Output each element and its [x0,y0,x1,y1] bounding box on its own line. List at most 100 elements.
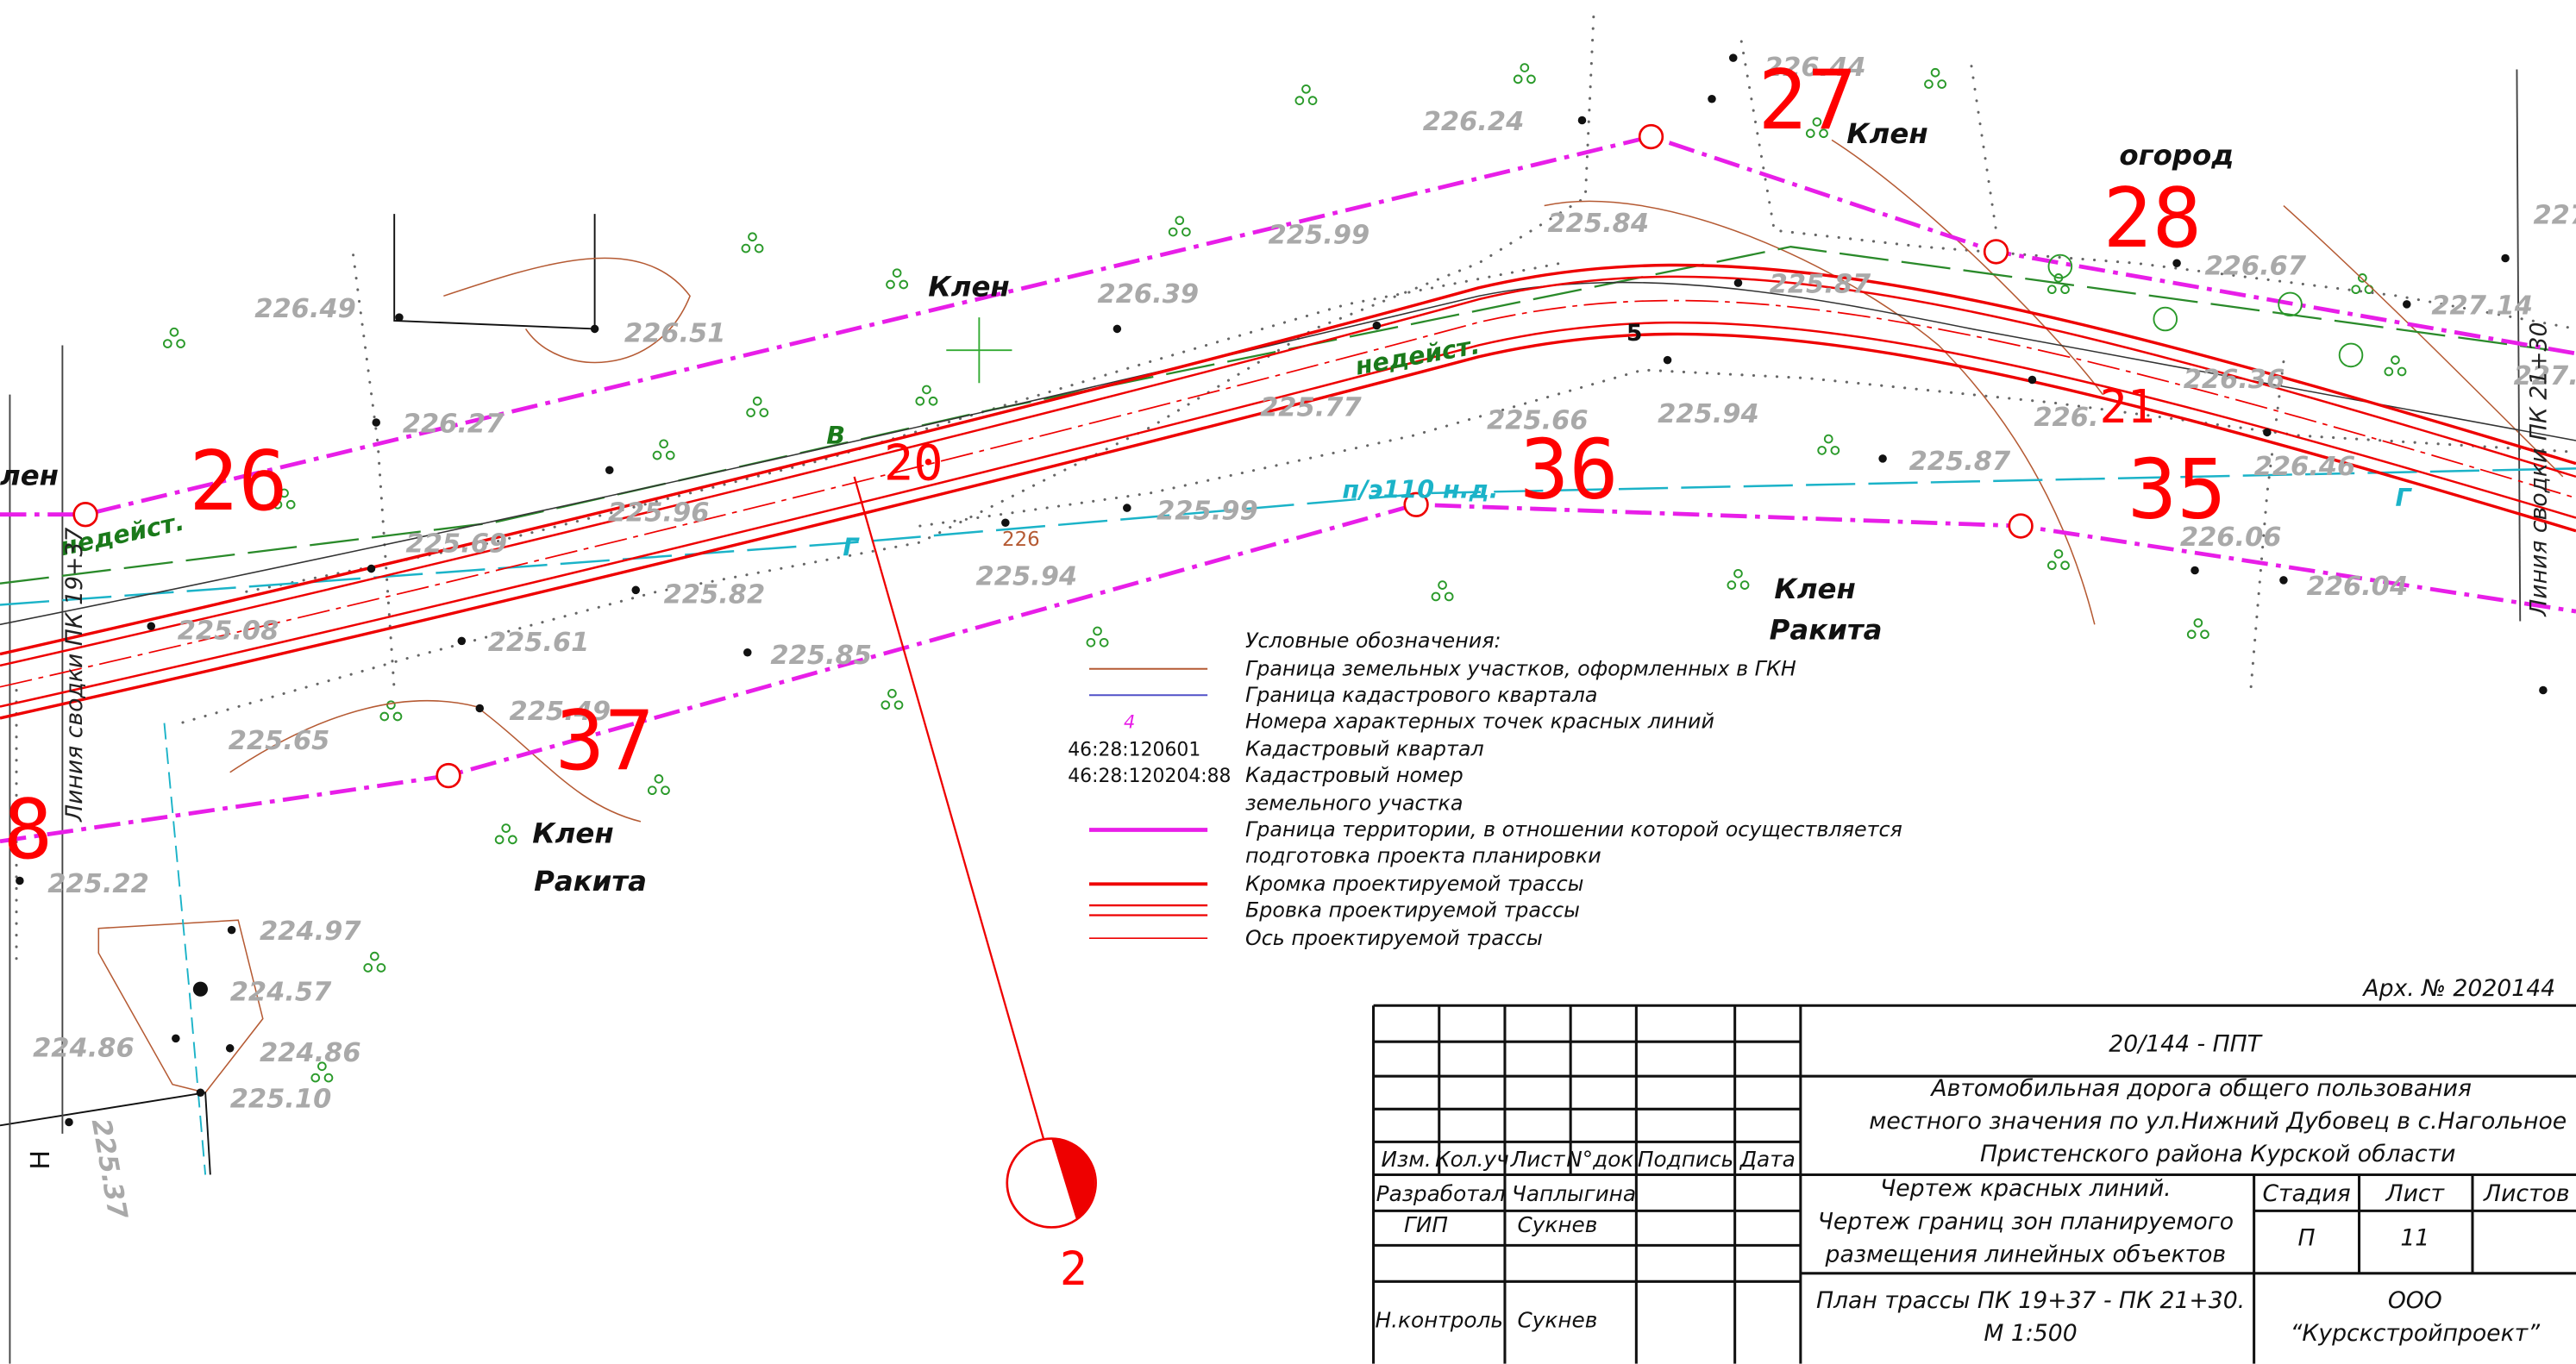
column-header: Изм. [1382,1147,1432,1172]
point-number: 37 [555,694,655,789]
object-name: местного значения по ул.Нижний Дубовец в… [1869,1108,2567,1135]
legend-item: Кромка проектируемой трассы [1245,872,1583,896]
tree-label: огород [2119,139,2234,172]
company: “Курскстройпроект” [2291,1320,2541,1347]
column-header: Дата [1739,1147,1796,1172]
legend-item: Граница территории, в отношении которой … [1245,817,1902,842]
legend-item: Номера характерных точек красных линий [1245,709,1714,733]
point-number: 26 [189,435,288,529]
elevation: 225.10 [230,1084,332,1114]
elevation: 226.24 [1423,107,1525,137]
role: Разработал [1376,1181,1506,1206]
column-header: Лист [1510,1147,1566,1172]
drawing-code: 20/144 - ППТ [2109,1031,2263,1058]
elevation: 225.96 [608,497,710,528]
elevation: 225.87 [1770,270,1871,300]
legend: Условные обозначения: 4 46:28:120601 46:… [1068,629,1902,950]
line-letter: В [826,421,845,450]
elevation: 226.04 [2307,572,2409,602]
tree-label: Клен [1774,573,1856,605]
legend-item: Ось проектируемой трассы [1245,926,1543,950]
pipe-label: п/э110 н.д. [1342,475,1498,504]
point-number: 21 [2100,379,2155,434]
line-letter: Г [843,532,860,561]
elevation: 225.65 [229,726,330,756]
point-number: 35 [2128,443,2227,538]
elevation: 225.85 [770,641,872,671]
elevation: 225.99 [1269,220,1370,250]
point-number: 28 [2103,172,2202,266]
sheet-title: размещения линейных объектов [1825,1241,2227,1267]
column-header: Кол.уч [1435,1147,1509,1172]
legend-sample: 4 [1124,711,1135,732]
elevation: 224.86 [33,1033,135,1063]
elevation: 224.86 [260,1038,361,1068]
point-number: 8 [3,783,53,878]
person: Сукнев [1517,1308,1597,1333]
elevation: 227 [2533,201,2576,231]
archive-number: Арх. № 2020144 [2361,975,2555,1002]
point-number: 27 [1758,53,1857,148]
elevation: 225.08 [178,616,279,646]
stage-header: Стадия [2262,1180,2350,1207]
elevation: 226.46 [2254,452,2356,482]
legend-item: Граница земельных участков, оформленных … [1245,656,1796,680]
legend-item: земельного участка [1245,791,1463,816]
object-name: Пристенского района Курской области [1980,1141,2455,1167]
legend-item: Граница кадастрового квартала [1245,683,1597,707]
elevation: 226.51 [624,319,726,349]
point-label: 5 [1626,320,1643,347]
elevation: 225.99 [1156,496,1258,526]
column-header: Подпись [1638,1147,1733,1172]
elevation: 226.27 [403,409,505,439]
elevation: 226.49 [254,294,356,324]
person: Чаплыгина [1512,1181,1636,1206]
tree-label: Клен [532,817,614,850]
elevation: 225.87 [1909,447,2011,477]
north-label: Н [26,1150,56,1170]
tree-label: Клен [928,270,1010,303]
point-number: 36 [1520,423,1619,518]
tree-label: лен [0,459,59,491]
role: Н.контроль [1376,1308,1503,1333]
elevation: 225.22 [47,869,149,899]
elevation: 225.94 [1658,399,1759,429]
role: ГИП [1404,1212,1448,1237]
legend-title: Условные обозначения: [1245,629,1501,653]
stage-header: Листов [2483,1180,2570,1207]
legend-item: подготовка проекта планировки [1245,844,1601,868]
person: Сукнев [1517,1212,1597,1237]
tree-label: Ракита [1770,613,1883,646]
point-number: 2 [1060,1242,1087,1296]
contour-label: 226 [1002,529,1040,551]
elevation: 225.94 [976,562,1078,592]
tree-label: Ракита [534,865,647,898]
elevation: 225.37 [85,1117,133,1223]
sheet-title: Чертеж красных линий. [1880,1175,2172,1202]
stage-header: Лист [2385,1180,2446,1207]
legend-item: Бровка проектируемой трассы [1245,898,1580,922]
elevation: 227.14 [2431,291,2533,321]
elevation: 226.36 [2184,365,2285,395]
legend-sample: 46:28:120601 [1068,740,1200,761]
tree-label: Клен [1846,117,1928,150]
elevation: 225.69 [406,529,508,560]
elevation: 226.39 [1098,279,1200,310]
title-block: Арх. № 2020144 20/144 - ППТ Автомобильна… [1374,975,2576,1364]
elevation: 225.84 [1547,209,1649,239]
elevation: 224.57 [230,978,332,1008]
legend-item: Кадастровый квартал [1245,737,1484,761]
line-letter: Г [2395,483,2412,512]
elevation: 225.77 [1260,392,1362,422]
elevation: 226.67 [2204,252,2306,282]
plan-title: План трассы ПК 19+37 - ПК 21+30. [1816,1287,2245,1314]
sheet-title: Чертеж границ зон планируемого [1818,1208,2234,1235]
legend-item: Кадастровый номер [1245,763,1463,787]
company: ООО [2388,1287,2442,1314]
sheet-number: 11 [2400,1224,2429,1251]
elevation: 225.82 [664,580,766,610]
elevation: 226. [2034,403,2098,433]
join-line-label: Линия сводки ПК 19+37 [61,528,88,823]
legend-sample: 46:28:120204:88 [1068,766,1231,787]
object-name: Автомобильная дорога общего пользования [1929,1075,2472,1102]
